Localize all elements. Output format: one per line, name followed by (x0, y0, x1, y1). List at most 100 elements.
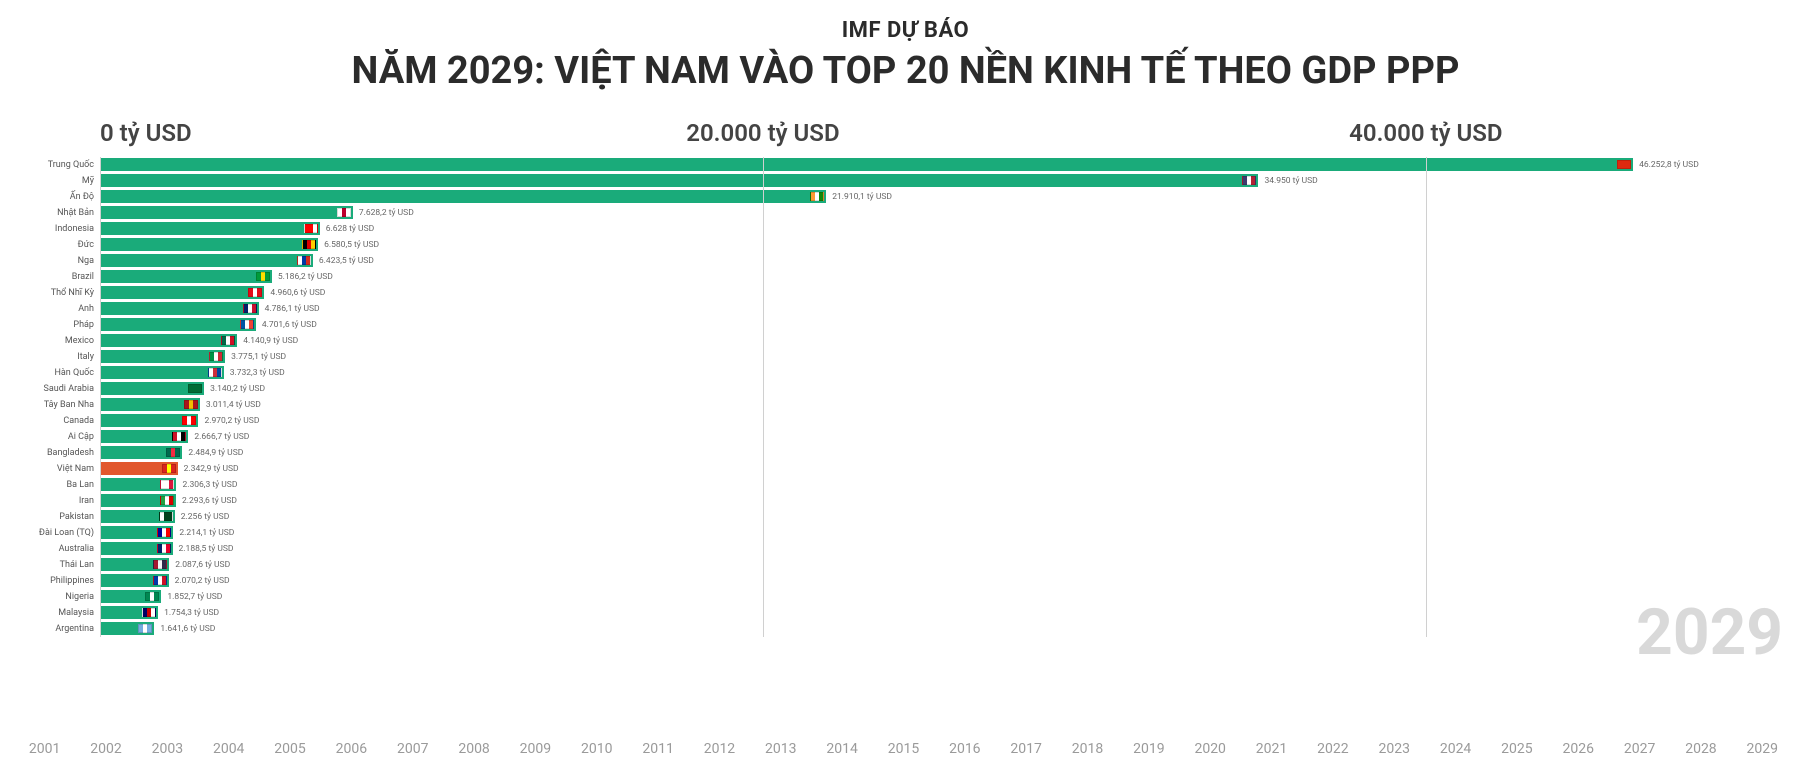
bar-track: 46.252,8 tỷ USD (100, 157, 1811, 172)
value-label: 3.775,1 tỷ USD (231, 352, 286, 362)
bar: 1.754,3 tỷ USD (100, 606, 158, 619)
gridline (1426, 157, 1427, 637)
value-label: 4.701,6 tỷ USD (262, 320, 317, 330)
value-label: 4.786,1 tỷ USD (265, 304, 320, 314)
value-label: 2.070,2 tỷ USD (175, 576, 230, 586)
country-label: Philippines (0, 576, 100, 586)
timeline-year: 2015 (873, 741, 934, 757)
flag-icon (248, 288, 262, 297)
value-label: 2.342,9 tỷ USD (184, 464, 239, 474)
axis-tick-label: 20.000 tỷ USD (686, 119, 839, 147)
value-label: 2.256 tỷ USD (181, 512, 230, 522)
bar-track: 2.970,2 tỷ USD (100, 413, 1811, 428)
flag-icon (153, 560, 167, 569)
bar: 4.140,9 tỷ USD (100, 334, 237, 347)
value-label: 6.580,5 tỷ USD (324, 240, 379, 250)
value-label: 2.306,3 tỷ USD (182, 480, 237, 490)
country-label: Đức (0, 240, 100, 250)
gridline (100, 157, 101, 637)
country-label: Thổ Nhĩ Kỳ (0, 288, 100, 298)
bar-track: 6.628 tỷ USD (100, 221, 1811, 236)
value-label: 3.140,2 tỷ USD (210, 384, 265, 394)
flag-icon (1242, 176, 1256, 185)
value-label: 4.960,6 tỷ USD (270, 288, 325, 298)
flag-icon (1617, 160, 1631, 169)
bar-track: 3.011,4 tỷ USD (100, 397, 1811, 412)
gridline (763, 157, 764, 637)
bar: 7.628,2 tỷ USD (100, 206, 353, 219)
bar-track: 2.306,3 tỷ USD (100, 477, 1811, 492)
bar: 2.087,6 tỷ USD (100, 558, 169, 571)
bar-row: Hàn Quốc3.732,3 tỷ USD (0, 365, 1811, 380)
country-label: Ai Cập (0, 432, 100, 442)
bar-row: Nigeria 1.852,7 tỷ USD (0, 589, 1811, 604)
bar-row: Nhật Bản7.628,2 tỷ USD (0, 205, 1811, 220)
country-label: Việt Nam (0, 464, 100, 474)
year-watermark: 2029 (1636, 601, 1783, 665)
bar: 2.293,6 tỷ USD (100, 494, 176, 507)
bar-row: Australia2.188,5 tỷ USD (0, 541, 1811, 556)
value-label: 46.252,8 tỷ USD (1639, 160, 1699, 170)
value-label: 2.087,6 tỷ USD (175, 560, 230, 570)
bar-track: 1.754,3 tỷ USD (100, 605, 1811, 620)
timeline-year: 2014 (811, 741, 872, 757)
bar: 2.970,2 tỷ USD (100, 414, 198, 427)
timeline-year: 2010 (566, 741, 627, 757)
bar: 4.960,6 tỷ USD (100, 286, 264, 299)
bar-row: Mỹ34.950 tỷ USD (0, 173, 1811, 188)
bar-track: 2.666,7 tỷ USD (100, 429, 1811, 444)
value-label: 1.852,7 tỷ USD (167, 592, 222, 602)
timeline-year: 2026 (1548, 741, 1609, 757)
bar-track: 2.293,6 tỷ USD (100, 493, 1811, 508)
country-label: Trung Quốc (0, 160, 100, 170)
timeline-year: 2024 (1425, 741, 1486, 757)
value-label: 2.666,7 tỷ USD (194, 432, 249, 442)
country-label: Iran (0, 496, 100, 506)
bar-track: 2.070,2 tỷ USD (100, 573, 1811, 588)
bar-row: Saudi Arabia3.140,2 tỷ USD (0, 381, 1811, 396)
bar-row: Tây Ban Nha3.011,4 tỷ USD (0, 397, 1811, 412)
axis-labels: 0 tỷ USD20.000 tỷ USD40.000 tỷ USD (0, 119, 1811, 153)
titles-block: IMF DỰ BÁO NĂM 2029: VIỆT NAM VÀO TOP 20… (0, 0, 1811, 93)
bar-track: 2.484,9 tỷ USD (100, 445, 1811, 460)
bar-row: Indonesia6.628 tỷ USD (0, 221, 1811, 236)
flag-icon (182, 416, 196, 425)
subtitle: IMF DỰ BÁO (0, 18, 1811, 43)
timeline-year: 2002 (75, 741, 136, 757)
bar: 2.666,7 tỷ USD (100, 430, 188, 443)
bar: 3.732,3 tỷ USD (100, 366, 224, 379)
bar-track: 34.950 tỷ USD (100, 173, 1811, 188)
country-label: Nigeria (0, 592, 100, 602)
bar: 4.786,1 tỷ USD (100, 302, 259, 315)
country-label: Australia (0, 544, 100, 554)
timeline-year: 2003 (137, 741, 198, 757)
flag-icon (243, 304, 257, 313)
flag-icon (157, 544, 171, 553)
country-label: Thái Lan (0, 560, 100, 570)
country-label: Pháp (0, 320, 100, 330)
bar-row: Thổ Nhĩ Kỳ4.960,6 tỷ USD (0, 285, 1811, 300)
country-label: Tây Ban Nha (0, 400, 100, 410)
flag-icon (145, 592, 159, 601)
flag-icon (208, 368, 222, 377)
timeline-year: 2013 (750, 741, 811, 757)
flag-icon (159, 512, 173, 521)
country-label: Anh (0, 304, 100, 314)
country-label: Hàn Quốc (0, 368, 100, 378)
country-label: Italy (0, 352, 100, 362)
flag-icon (240, 320, 254, 329)
country-label: Ấn Độ (0, 192, 100, 202)
country-label: Mỹ (0, 176, 100, 186)
bar-row: Thái Lan2.087,6 tỷ USD (0, 557, 1811, 572)
value-label: 1.754,3 tỷ USD (164, 608, 219, 618)
bar-row: Việt Nam 2.342,9 tỷ USD (0, 461, 1811, 476)
bar: 2.070,2 tỷ USD (100, 574, 169, 587)
timeline-year: 2023 (1364, 741, 1425, 757)
bar: 34.950 tỷ USD (100, 174, 1258, 187)
country-label: Argentina (0, 624, 100, 634)
flag-icon (302, 240, 316, 249)
timeline-year: 2019 (1118, 741, 1179, 757)
bar-track: 4.701,6 tỷ USD (100, 317, 1811, 332)
timeline-year: 2017 (996, 741, 1057, 757)
flag-icon (256, 272, 270, 281)
